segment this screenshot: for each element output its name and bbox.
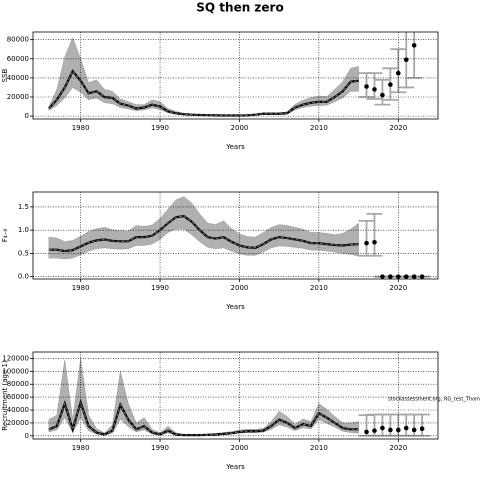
- projection-point: [411, 427, 417, 433]
- projection-point: [364, 429, 369, 435]
- estimate-line-dash: [48, 215, 359, 252]
- x-axis-label: Years: [225, 303, 245, 311]
- projection-point: [388, 427, 393, 433]
- x-tick-label: 2000: [231, 284, 249, 292]
- plot: [48, 196, 431, 279]
- chart-title: SQ then zero: [196, 1, 283, 15]
- projection-point: [372, 239, 377, 245]
- x-axis-label: Years: [225, 463, 245, 471]
- x-tick-label: 2020: [389, 444, 407, 452]
- projection-point: [388, 274, 393, 279]
- plot-frame: [32, 191, 439, 280]
- y-tick-label: 0.0: [18, 273, 29, 281]
- x-tick-label: 2020: [389, 284, 407, 292]
- projection-point: [380, 425, 385, 431]
- y-tick-label: 100000: [2, 367, 29, 375]
- confidence-band: [48, 196, 359, 260]
- projection-point: [411, 274, 417, 279]
- plot-frame: [32, 31, 439, 120]
- estimate-line-dash: [48, 400, 359, 436]
- projection-point: [419, 274, 425, 279]
- projection-point: [388, 82, 393, 87]
- x-tick-label: 1990: [151, 284, 169, 292]
- y-tick-label: 40000: [7, 74, 29, 82]
- x-tick-label: 2020: [389, 124, 407, 132]
- y-axis-label: F₄₋₈: [1, 229, 9, 243]
- y-tick-label: 120000: [2, 354, 29, 362]
- y-tick-label: 20000: [7, 419, 29, 427]
- y-axis-label: Recruitment (age 1): [1, 360, 9, 431]
- projection-point: [364, 84, 369, 89]
- y-tick-label: 0: [25, 112, 29, 120]
- plot: [48, 32, 423, 117]
- x-tick-label: 1990: [151, 124, 169, 132]
- projection-point: [419, 426, 425, 431]
- x-tick-label: 2010: [310, 124, 328, 132]
- plot-frame: [32, 351, 439, 440]
- projection-point: [411, 43, 417, 48]
- projection-point: [364, 240, 369, 246]
- x-tick-label: 1990: [151, 444, 169, 452]
- y-tick-label: 40000: [7, 406, 29, 414]
- x-tick-label: 1980: [72, 124, 90, 132]
- projection-point: [395, 70, 401, 76]
- annotation: stockassessment.org, RG_test_Thom: [388, 397, 480, 403]
- y-tick-label: 1.5: [18, 203, 29, 211]
- y-tick-label: 80000: [7, 36, 29, 44]
- y-tick-label: 0.5: [18, 249, 29, 257]
- projection-point: [403, 57, 409, 63]
- y-tick-label: 1.0: [18, 226, 29, 234]
- x-tick-label: 2010: [310, 444, 328, 452]
- y-tick-label: 60000: [7, 393, 29, 401]
- confidence-band: [48, 37, 359, 116]
- x-tick-label: 1980: [72, 444, 90, 452]
- projection-point: [380, 92, 385, 98]
- y-tick-label: 0: [25, 432, 29, 440]
- projection-point: [372, 87, 377, 92]
- x-axis-label: Years: [225, 143, 245, 151]
- x-tick-label: 2010: [310, 284, 328, 292]
- y-axis-label: SSB: [1, 68, 9, 82]
- projection-point: [403, 425, 409, 431]
- projection-point: [372, 428, 377, 433]
- plot: [48, 358, 431, 437]
- x-tick-label: 1980: [72, 284, 90, 292]
- y-tick-label: 80000: [7, 380, 29, 388]
- projection-point: [380, 274, 385, 279]
- x-tick-label: 2000: [231, 124, 249, 132]
- estimate-line: [48, 69, 359, 117]
- y-tick-label: 20000: [7, 93, 29, 101]
- x-tick-label: 2000: [231, 444, 249, 452]
- y-tick-label: 60000: [7, 55, 29, 63]
